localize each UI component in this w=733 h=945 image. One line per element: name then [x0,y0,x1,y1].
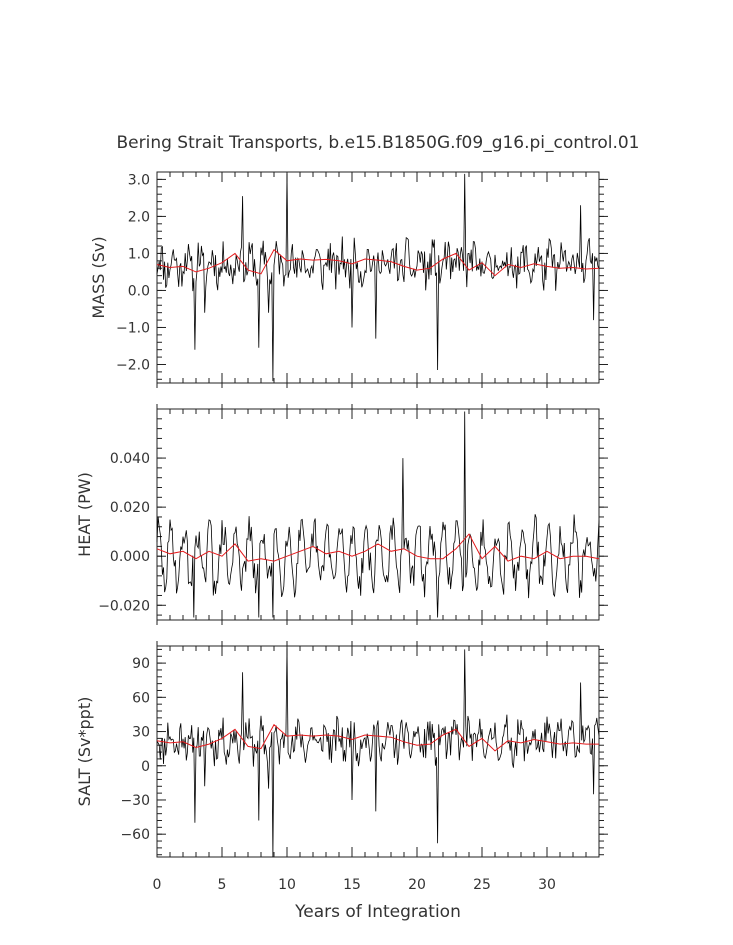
x-tick-label: 25 [473,877,491,893]
panel-mass: 3.0 2.0 1.0 0.0 −1.0 −2.0 MASS (Sv) [89,171,608,388]
mass-monthly-series [156,173,600,382]
mass-y-tick-label: 2.0 [128,209,150,225]
x-tick-label: 30 [538,877,556,893]
mass-y-tick-label: −2.0 [116,357,150,373]
x-axis-tick-labels: 0 5 10 15 20 25 30 [153,877,556,893]
x-tick-label: 0 [153,877,162,893]
mass-y-tick-label: 0.0 [128,283,150,299]
heat-y-label: HEAT (PW) [75,472,94,557]
x-axis-label: Years of Integration [294,902,461,922]
salt-y-tick-label: −60 [120,827,150,843]
heat-y-tick-label: 0.040 [110,451,150,467]
heat-y-axis: 0.040 0.020 0.000 −0.020 [98,418,608,616]
mass-annual-mean-series [156,248,600,277]
salt-y-tick-label: 90 [132,656,150,672]
salt-y-tick-label: 30 [132,725,150,741]
salt-y-axis: 90 60 30 0 −30 −60 [120,648,608,856]
mass-x-ticks [156,172,600,388]
panel-salt: 90 60 30 0 −30 −60 SALT (Sv*ppt) [75,641,608,858]
heat-y-tick-label: 0.000 [110,549,150,565]
salt-y-tick-label: 0 [141,759,150,775]
mass-y-label: MASS (Sv) [89,236,108,318]
salt-monthly-series [156,648,600,858]
chart-title: Bering Strait Transports, b.e15.B1850G.f… [116,133,639,153]
salt-plot-frame [156,645,600,858]
x-tick-label: 5 [218,877,227,893]
x-tick-label: 10 [278,877,296,893]
salt-x-ticks [156,641,600,857]
heat-y-tick-label: 0.020 [110,500,150,516]
salt-y-tick-label: −30 [120,793,150,809]
panel-heat: 0.040 0.020 0.000 −0.020 HEAT (PW) [75,404,608,625]
mass-y-axis: 3.0 2.0 1.0 0.0 −1.0 −2.0 [116,172,608,380]
salt-y-label: SALT (Sv*ppt) [75,697,94,807]
heat-monthly-series [156,411,600,618]
salt-y-tick-label: 60 [132,690,150,706]
heat-plot-frame [156,408,600,621]
mass-y-tick-label: 3.0 [128,172,150,188]
mass-y-tick-label: 1.0 [128,246,150,262]
mass-plot-frame [156,171,600,384]
salt-annual-mean-series [156,723,599,752]
mass-y-tick-label: −1.0 [116,320,150,336]
heat-x-ticks [156,404,600,625]
x-tick-label: 15 [343,877,361,893]
heat-annual-mean-series [156,533,600,562]
x-tick-label: 20 [408,877,426,893]
heat-y-tick-label: −0.020 [98,598,150,614]
